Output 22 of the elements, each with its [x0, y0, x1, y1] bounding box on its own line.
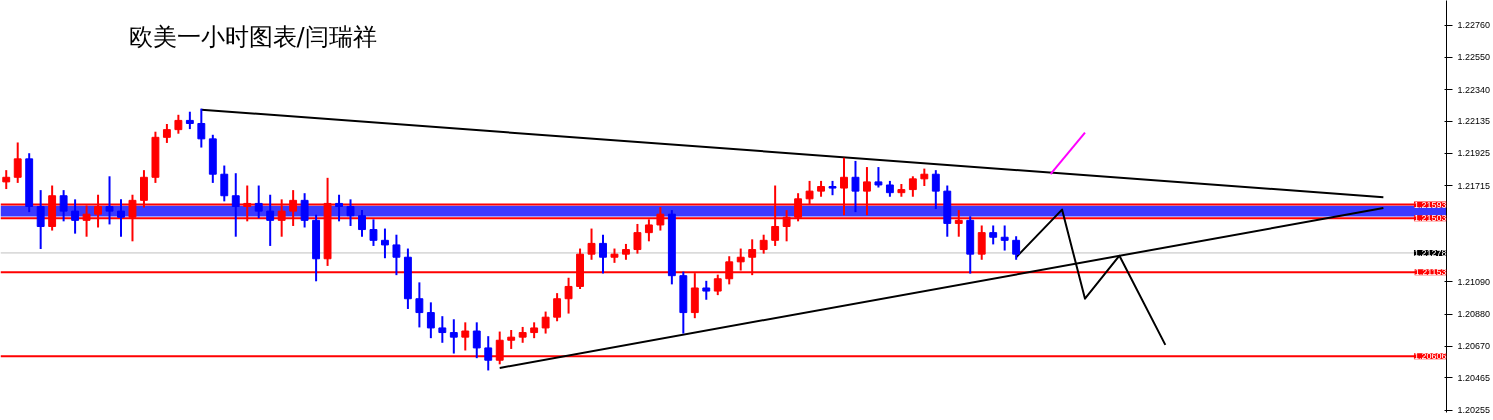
y-tick-label: 1.20880: [1457, 309, 1491, 320]
ref-line-label: 1.21593: [1413, 199, 1447, 210]
candlestick: [874, 167, 883, 188]
candlestick: [702, 280, 711, 300]
ref-line-label: 1.21278: [1413, 247, 1447, 258]
y-tick-label: 1.20465: [1457, 372, 1491, 383]
y-tick-label: 1.20255: [1457, 405, 1491, 416]
y-tick-label: 1.21925: [1457, 148, 1491, 159]
candlestick: [105, 176, 114, 225]
text: 欧美一小时图表/闫瑞祥: [128, 22, 377, 51]
y-tick-label: 1.22760: [1457, 20, 1491, 31]
candlestick: [392, 234, 401, 276]
ref-line-label: 1.21503: [1413, 213, 1447, 224]
y-tick-label: 1.22340: [1457, 84, 1491, 95]
ref-line-label: 1.21153: [1414, 267, 1447, 278]
y-tick-label: 1.21715: [1457, 180, 1491, 191]
y-tick-label: 1.20670: [1457, 341, 1491, 352]
ref-line-label: 1.20606: [1413, 351, 1447, 362]
y-tick-label: 1.22550: [1457, 52, 1491, 63]
candlestick: [828, 180, 837, 196]
y-tick-label: 1.22135: [1457, 116, 1491, 127]
y-tick-label: 1.21090: [1457, 276, 1491, 287]
